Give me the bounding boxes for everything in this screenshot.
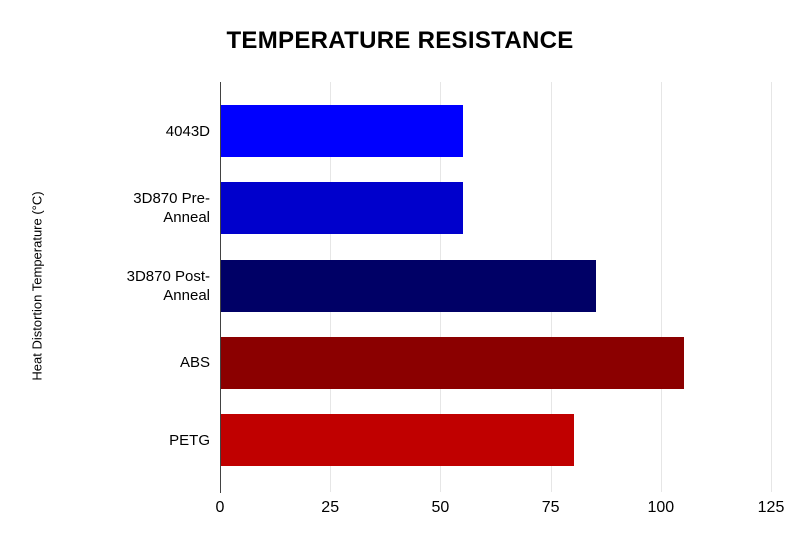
x-tick-label: 125 [757, 499, 785, 516]
bar-3d870-post-anneal[interactable] [221, 259, 596, 312]
plot-area [220, 82, 772, 493]
category-label-line: 3D870 Pre- [133, 190, 210, 208]
x-tick-label: 100 [647, 499, 675, 516]
bar-abs[interactable] [221, 336, 684, 389]
category-label: ABS [0, 337, 210, 389]
category-label-line: 3D870 Post- [126, 267, 210, 285]
gridline [771, 82, 772, 492]
x-tick-label: 75 [541, 499, 560, 516]
bar-4043d[interactable] [221, 105, 464, 157]
bar-petg[interactable] [221, 414, 574, 466]
x-tick-label: 50 [431, 499, 450, 516]
axis-baseline [220, 82, 221, 493]
x-tick-label: 25 [321, 499, 340, 516]
category-label-line: ABS [179, 354, 210, 372]
category-label-line: 4043D [165, 122, 210, 140]
category-label-line: Anneal [163, 286, 210, 304]
category-label: 4043D [0, 105, 210, 157]
category-axis: 4043D 3D870 Pre- Anneal 3D870 Post- Anneal AB… [0, 82, 210, 490]
category-label: PETG [0, 414, 210, 466]
chart-title: TEMPERATURE RESISTANCE [226, 27, 574, 54]
category-label: 3D870 Pre- Anneal [0, 182, 210, 234]
category-label-line: Anneal [163, 209, 210, 227]
x-tick-label: 0 [215, 499, 225, 516]
category-label: 3D870 Post- Anneal [0, 260, 210, 312]
category-label-line: PETG [169, 431, 210, 449]
gridline [660, 82, 662, 492]
bar-3d870-pre-anneal[interactable] [221, 182, 464, 235]
